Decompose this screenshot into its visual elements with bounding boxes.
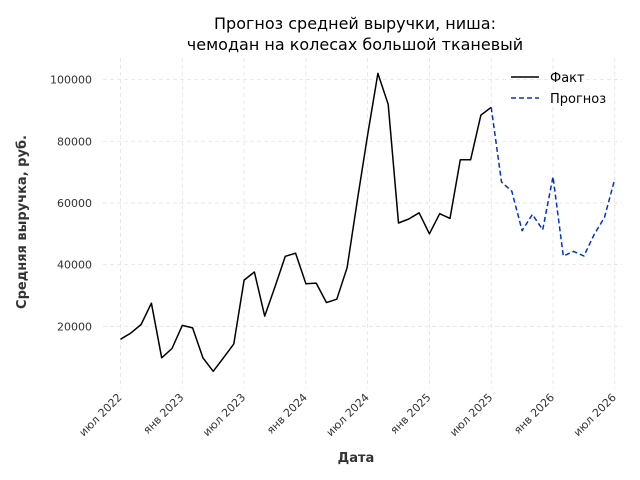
x-tick-label: янв 2025 [388,391,434,437]
x-tick-label: июл 2024 [324,391,372,439]
chart-title-line-1: Прогноз средней выручки, ниша: [214,14,496,33]
x-tick-label: июл 2026 [571,391,619,439]
chart-title-line-2: чемодан на колесах большой тканевый [187,35,523,54]
y-tick-label: 100000 [50,74,92,87]
y-axis-label: Средняя выручка, руб. [15,135,30,309]
x-tick-label: янв 2026 [511,391,557,437]
y-tick-labels: 20000 40000 60000 80000 100000 [50,74,92,334]
y-tick-label: 40000 [57,259,92,272]
y-tick-label: 60000 [57,197,92,210]
x-tick-labels: июл 2022 янв 2023 июл 2023 янв 2024 июл 2024… [77,391,619,439]
legend: Факт Прогноз [511,71,606,107]
y-tick-label: 80000 [57,135,92,148]
x-tick-label: июл 2023 [200,391,248,439]
legend-label-forecast: Прогноз [550,92,606,107]
series-lines [120,72,616,373]
y-tick-label: 20000 [57,320,92,333]
legend-label-fact: Факт [550,71,585,86]
x-tick-label: июл 2025 [447,391,495,439]
x-tick-label: янв 2024 [264,391,310,437]
series-line-forecast [490,107,616,257]
x-tick-label: июл 2022 [77,391,125,439]
grid [103,58,622,388]
x-axis-label: Дата [338,451,375,466]
x-tick-label: янв 2023 [141,391,187,437]
series-line-fact [120,72,492,373]
